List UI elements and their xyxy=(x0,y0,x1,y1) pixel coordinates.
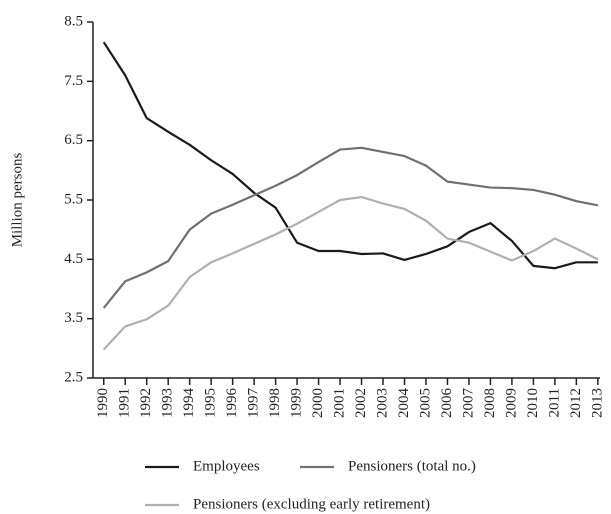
x-tick-label: 2012 xyxy=(568,388,584,418)
x-tick-label: 1990 xyxy=(95,388,111,418)
x-tick-label: 1994 xyxy=(181,388,197,419)
x-tick-label: 1993 xyxy=(160,388,176,418)
y-tick-label: 7.5 xyxy=(64,73,83,89)
x-tick-label: 2000 xyxy=(310,388,326,418)
y-tick-label: 2.5 xyxy=(64,369,83,385)
x-tick-label: 2006 xyxy=(439,388,455,419)
x-tick-label: 2009 xyxy=(503,388,519,418)
y-tick-label: 8.5 xyxy=(64,13,83,29)
x-tick-label: 1995 xyxy=(203,388,219,418)
x-tick-label: 2005 xyxy=(417,388,433,418)
x-tick-label: 2004 xyxy=(396,388,412,419)
y-tick-label: 6.5 xyxy=(64,132,83,148)
x-tick-label: 2003 xyxy=(374,388,390,418)
x-tick-label: 1997 xyxy=(246,388,262,419)
x-tick-label: 1992 xyxy=(138,388,154,418)
y-tick-label: 5.5 xyxy=(64,191,83,207)
x-tick-label: 1998 xyxy=(267,388,283,418)
x-tick-label: 2002 xyxy=(353,388,369,418)
legend-label: Pensioners (total no.) xyxy=(348,458,476,474)
legend-label: Pensioners (excluding early retirement) xyxy=(193,496,430,512)
x-tick-label: 1991 xyxy=(117,388,133,418)
y-axis-label: Million persons xyxy=(9,153,25,248)
x-tick-label: 2008 xyxy=(482,388,498,418)
x-tick-label: 2013 xyxy=(589,388,605,418)
x-tick-label: 2001 xyxy=(331,388,347,418)
series-line xyxy=(102,195,599,351)
y-tick-label: 4.5 xyxy=(64,251,83,267)
x-tick-label: 2010 xyxy=(525,388,541,418)
legend-label: Employees xyxy=(193,458,260,474)
x-tick-label: 2011 xyxy=(546,388,562,417)
y-tick-label: 3.5 xyxy=(64,310,83,326)
series-line xyxy=(102,146,599,309)
x-tick-label: 1999 xyxy=(289,388,305,418)
x-tick-label: 2007 xyxy=(460,388,476,419)
x-tick-label: 1996 xyxy=(224,388,240,419)
series-line xyxy=(102,41,598,270)
